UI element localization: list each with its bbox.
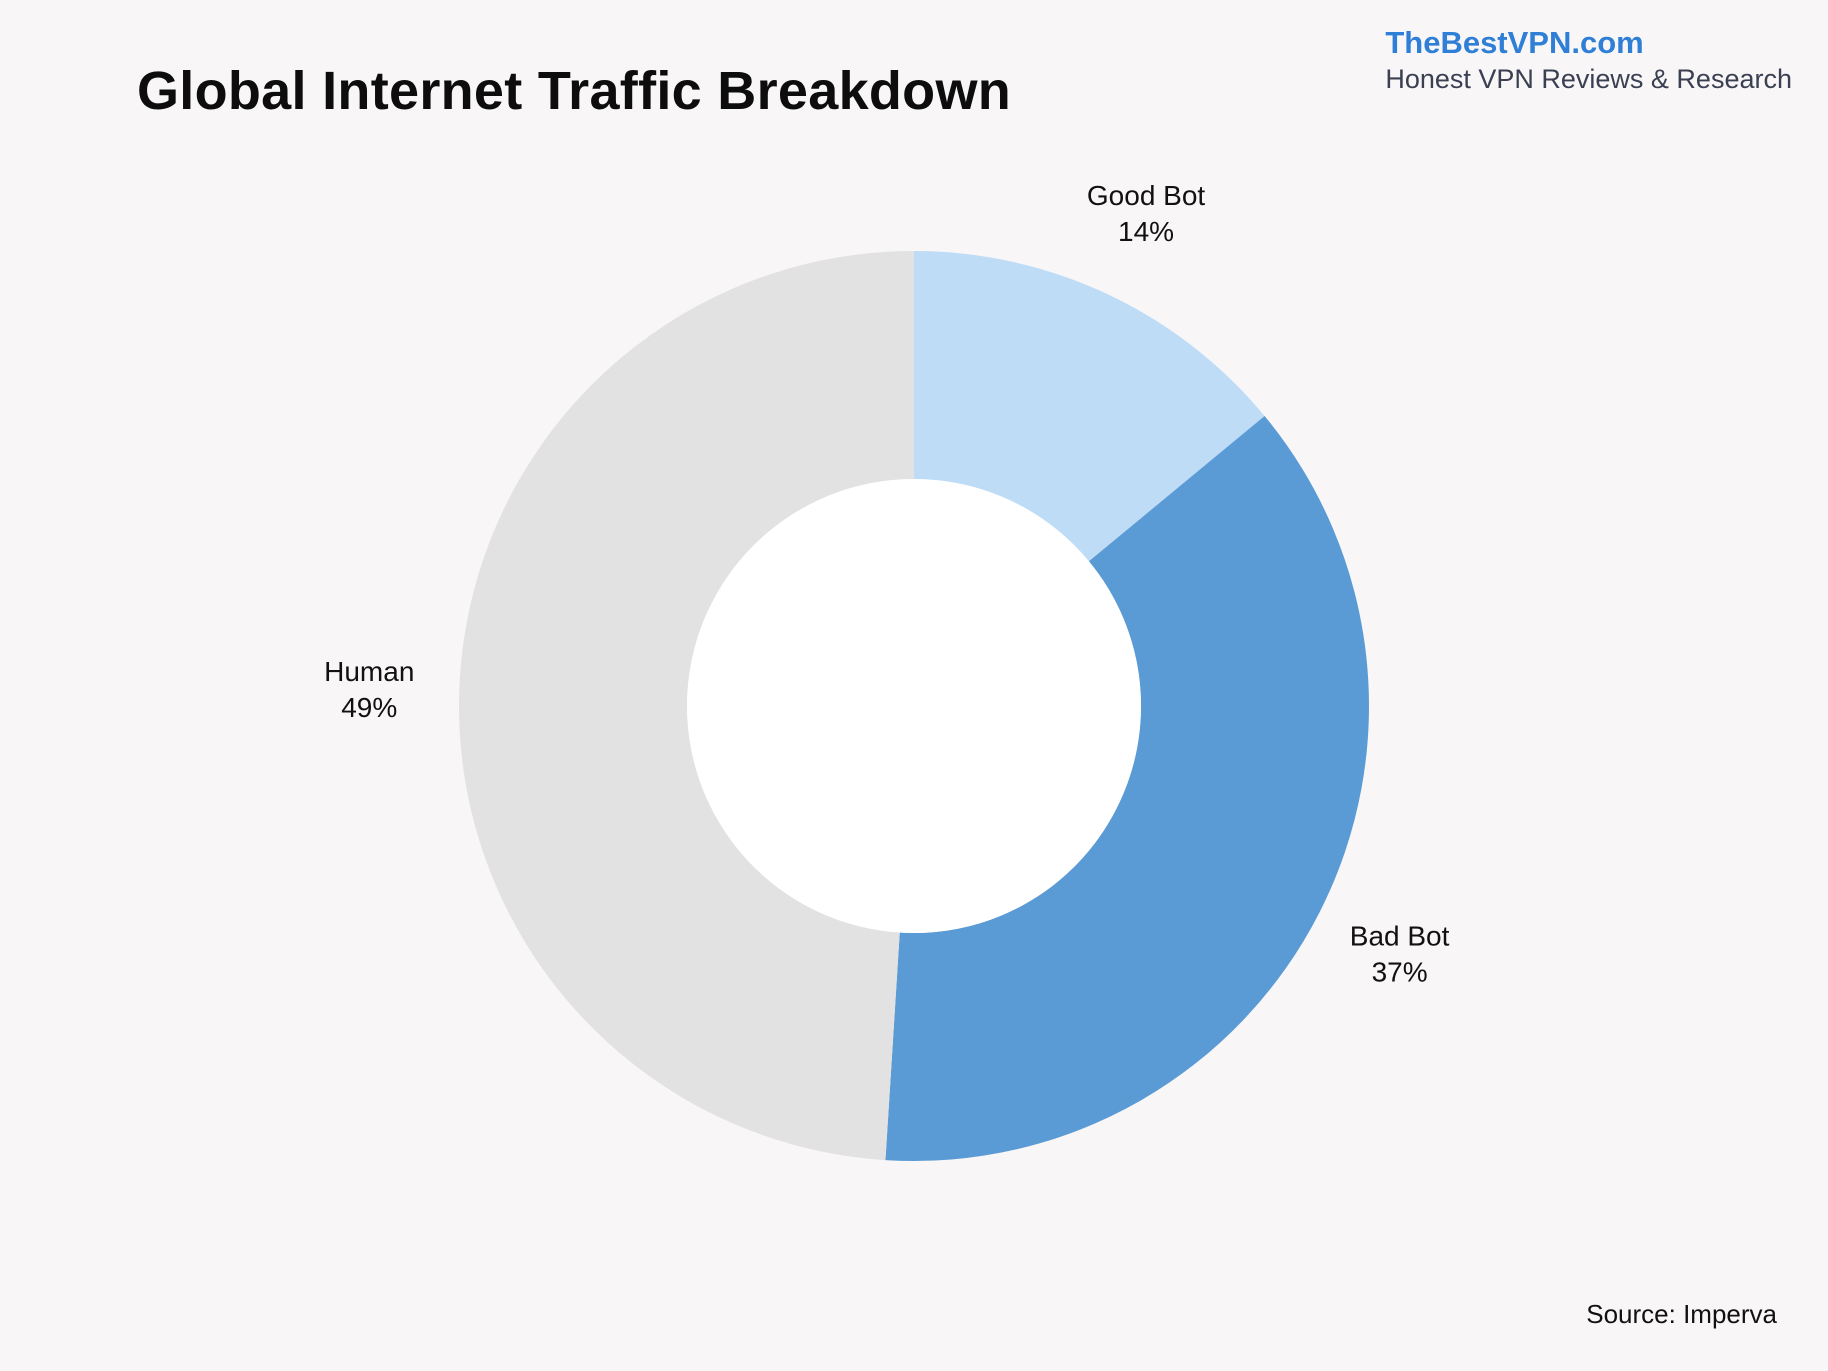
- slice-value-human: 49%: [341, 692, 397, 723]
- slice-value-bad-bot: 37%: [1372, 956, 1428, 987]
- slice-good-bot[interactable]: [914, 251, 1265, 562]
- chart-title: Global Internet Traffic Breakdown: [137, 61, 1012, 121]
- slice-label-good-bot: Good Bot: [1087, 180, 1206, 211]
- source-note: Source: Imperva: [1586, 1299, 1777, 1329]
- brand-block: TheBestVPN.com Honest VPN Reviews & Rese…: [1385, 24, 1792, 96]
- slice-label-bad-bot: Bad Bot: [1350, 920, 1450, 951]
- slice-value-good-bot: 14%: [1118, 216, 1174, 247]
- slice-human[interactable]: [458, 251, 914, 1161]
- slice-bad-bot[interactable]: [885, 415, 1369, 1162]
- slice-label-human: Human: [324, 656, 414, 687]
- brand-tagline: Honest VPN Reviews & Research: [1385, 64, 1792, 94]
- brand-name[interactable]: TheBestVPN.com: [1385, 25, 1644, 60]
- donut-hole: [687, 479, 1141, 933]
